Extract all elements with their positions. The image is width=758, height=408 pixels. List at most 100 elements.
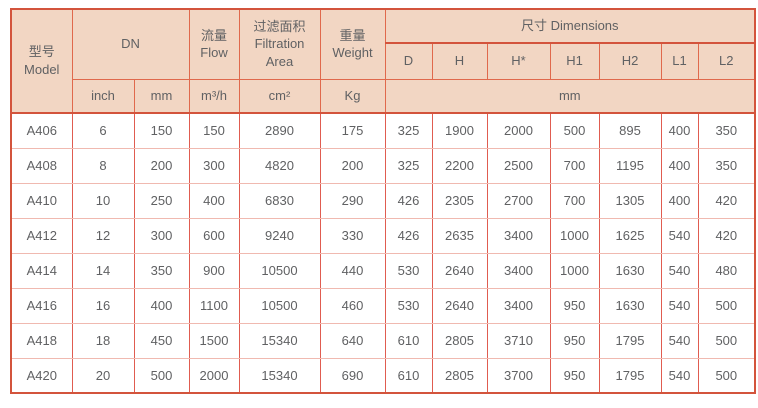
cell-value: 950 xyxy=(549,287,600,324)
header-dimensions: 尺寸 Dimensions xyxy=(384,8,756,44)
cell-value: 150 xyxy=(133,112,190,149)
cell-value: 350 xyxy=(697,147,756,184)
cell-value: 900 xyxy=(188,252,240,289)
cell-value: 3400 xyxy=(486,287,551,324)
cell-value: 2305 xyxy=(431,182,488,219)
cell-value: 540 xyxy=(660,287,699,324)
unit-area: cm² xyxy=(238,78,321,114)
cell-value: 3710 xyxy=(486,322,551,359)
cell-value: 480 xyxy=(697,252,756,289)
cell-value: 9240 xyxy=(238,217,321,254)
header-row-dim-letters: D H H* H1 H2 L1 L2 xyxy=(11,42,756,80)
cell-value: 2890 xyxy=(238,112,321,149)
header-dim-l2: L2 xyxy=(697,42,756,80)
header-filtration-area: 过滤面积 Filtration Area xyxy=(238,8,321,80)
header-weight-en: Weight xyxy=(332,45,373,61)
unit-inch: inch xyxy=(71,78,135,114)
cell-value: 300 xyxy=(133,217,190,254)
cell-value: 540 xyxy=(660,357,699,394)
unit-mm: mm xyxy=(133,78,190,114)
cell-value: 2640 xyxy=(431,287,488,324)
header-flow: 流量 Flow xyxy=(188,8,240,80)
cell-value: 1630 xyxy=(598,287,662,324)
table-header: 型号 Model DN 流量 Flow 过滤面积 Filtration Area… xyxy=(10,8,756,114)
cell-value: 400 xyxy=(660,112,699,149)
header-flow-zh: 流量 xyxy=(200,27,227,43)
unit-flow: m³/h xyxy=(188,78,240,114)
cell-value: 3400 xyxy=(486,252,551,289)
header-dim-d: D xyxy=(384,42,433,80)
cell-value: 690 xyxy=(319,357,386,394)
cell-value: 1795 xyxy=(598,322,662,359)
cell-value: 6830 xyxy=(238,182,321,219)
cell-value: 530 xyxy=(384,287,433,324)
cell-value: 610 xyxy=(384,322,433,359)
cell-value: 400 xyxy=(660,147,699,184)
table-row: A420 20 500 2000 15340 690 610 2805 3700 950 1795 5… xyxy=(10,357,756,394)
cell-value: 330 xyxy=(319,217,386,254)
cell-value: 18 xyxy=(71,322,135,359)
cell-model: A414 xyxy=(10,252,73,289)
cell-value: 2640 xyxy=(431,252,488,289)
cell-value: 150 xyxy=(188,112,240,149)
cell-value: 500 xyxy=(133,357,190,394)
cell-value: 540 xyxy=(660,252,699,289)
cell-value: 250 xyxy=(133,182,190,219)
table-row: A418 18 450 1500 15340 640 610 2805 3710 950 1795 5… xyxy=(10,322,756,359)
cell-model: A418 xyxy=(10,322,73,359)
header-dim-h2: H2 xyxy=(598,42,662,80)
cell-value: 1100 xyxy=(188,287,240,324)
unit-dimensions: mm xyxy=(384,78,756,114)
cell-value: 500 xyxy=(549,112,600,149)
cell-value: 350 xyxy=(133,252,190,289)
cell-value: 540 xyxy=(660,217,699,254)
table-row: A406 6 150 150 2890 175 325 1900 2000 500 895 400 35… xyxy=(10,112,756,149)
cell-value: 200 xyxy=(319,147,386,184)
table-row: A416 16 400 1100 10500 460 530 2640 3400 950 1630 5… xyxy=(10,287,756,324)
header-weight: 重量 Weight xyxy=(319,8,386,80)
cell-value: 700 xyxy=(549,147,600,184)
cell-value: 10 xyxy=(71,182,135,219)
cell-value: 300 xyxy=(188,147,240,184)
cell-value: 2500 xyxy=(486,147,551,184)
table-row: A410 10 250 400 6830 290 426 2305 2700 700 1305 400… xyxy=(10,182,756,219)
cell-value: 420 xyxy=(697,182,756,219)
cell-value: 3400 xyxy=(486,217,551,254)
cell-value: 2805 xyxy=(431,322,488,359)
header-model-zh: 型号 xyxy=(28,44,55,60)
header-filtration-en: Filtration Area xyxy=(254,36,305,70)
table-row: A412 12 300 600 9240 330 426 2635 3400 1000 1625 54… xyxy=(10,217,756,254)
cell-value: 2635 xyxy=(431,217,488,254)
cell-value: 460 xyxy=(319,287,386,324)
cell-value: 426 xyxy=(384,182,433,219)
header-row-units: inch mm m³/h cm² Kg mm xyxy=(11,78,756,114)
header-dn: DN xyxy=(71,8,190,80)
cell-value: 540 xyxy=(660,322,699,359)
cell-model: A408 xyxy=(10,147,73,184)
cell-value: 8 xyxy=(71,147,135,184)
cell-value: 4820 xyxy=(238,147,321,184)
table-row: A408 8 200 300 4820 200 325 2200 2500 700 1195 400 3… xyxy=(10,147,756,184)
cell-value: 895 xyxy=(598,112,662,149)
cell-model: A406 xyxy=(10,112,73,149)
header-model-en: Model xyxy=(24,62,60,77)
cell-model: A416 xyxy=(10,287,73,324)
header-filtration-zh: 过滤面积 xyxy=(253,18,306,34)
cell-value: 1795 xyxy=(598,357,662,394)
cell-value: 400 xyxy=(133,287,190,324)
cell-value: 290 xyxy=(319,182,386,219)
header-row-titles: 型号 Model DN 流量 Flow 过滤面积 Filtration Area… xyxy=(10,8,756,114)
cell-value: 400 xyxy=(660,182,699,219)
cell-value: 1630 xyxy=(598,252,662,289)
cell-value: 2000 xyxy=(188,357,240,394)
cell-value: 420 xyxy=(697,217,756,254)
cell-value: 426 xyxy=(384,217,433,254)
table-row: A414 14 350 900 10500 440 530 2640 3400 1000 1630 5… xyxy=(10,252,756,289)
cell-value: 1305 xyxy=(598,182,662,219)
cell-value: 15340 xyxy=(238,357,321,394)
cell-value: 640 xyxy=(319,322,386,359)
cell-value: 350 xyxy=(697,112,756,149)
header-flow-en: Flow xyxy=(200,45,228,61)
spec-table: 型号 Model DN 流量 Flow 过滤面积 Filtration Area… xyxy=(10,8,757,394)
cell-value: 2700 xyxy=(486,182,551,219)
